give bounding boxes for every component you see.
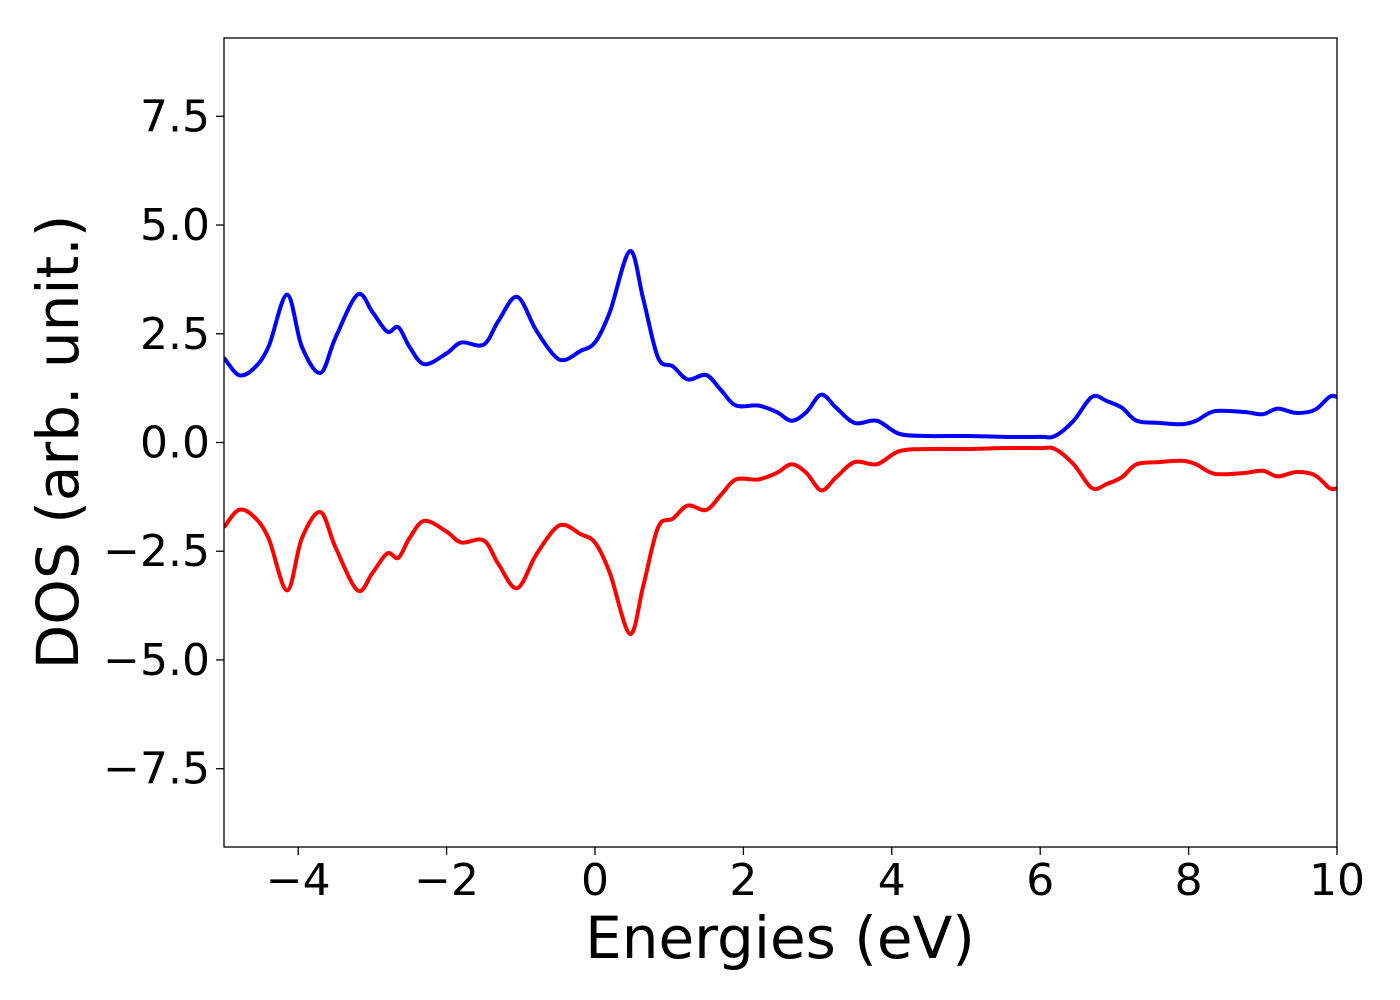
y-tick-label: 7.5 bbox=[140, 91, 210, 142]
x-tick-label: 0 bbox=[581, 855, 609, 906]
x-tick-label: 4 bbox=[878, 855, 906, 906]
x-tick-label: −4 bbox=[266, 855, 331, 906]
y-tick-label: −5.0 bbox=[103, 635, 210, 686]
y-tick-label: −7.5 bbox=[103, 744, 210, 795]
y-tick-label: 5.0 bbox=[140, 200, 210, 251]
y-tick-label: 0.0 bbox=[140, 418, 210, 469]
y-axis-label: DOS (arb. unit.) bbox=[24, 215, 92, 670]
x-tick-label: 10 bbox=[1309, 855, 1365, 906]
series-line-1 bbox=[224, 249, 1337, 440]
x-tick-label: 8 bbox=[1175, 855, 1203, 906]
x-axis-label: Energies (eV) bbox=[585, 904, 975, 972]
x-tick-label: 2 bbox=[729, 855, 757, 906]
y-axis: −7.5 −5.0 −2.5 0.0 2.5 5.0 7.5 bbox=[103, 91, 224, 795]
x-tick-label: 6 bbox=[1026, 855, 1054, 906]
x-tick-label: −2 bbox=[414, 855, 479, 906]
x-axis: −4 −2 0 2 4 6 8 10 bbox=[266, 847, 1365, 906]
series-layer bbox=[224, 249, 1337, 636]
plot-frame bbox=[223, 37, 1338, 848]
y-tick-label: 2.5 bbox=[140, 309, 210, 360]
series-line-2 bbox=[224, 445, 1337, 636]
y-tick-label: −2.5 bbox=[103, 526, 210, 577]
